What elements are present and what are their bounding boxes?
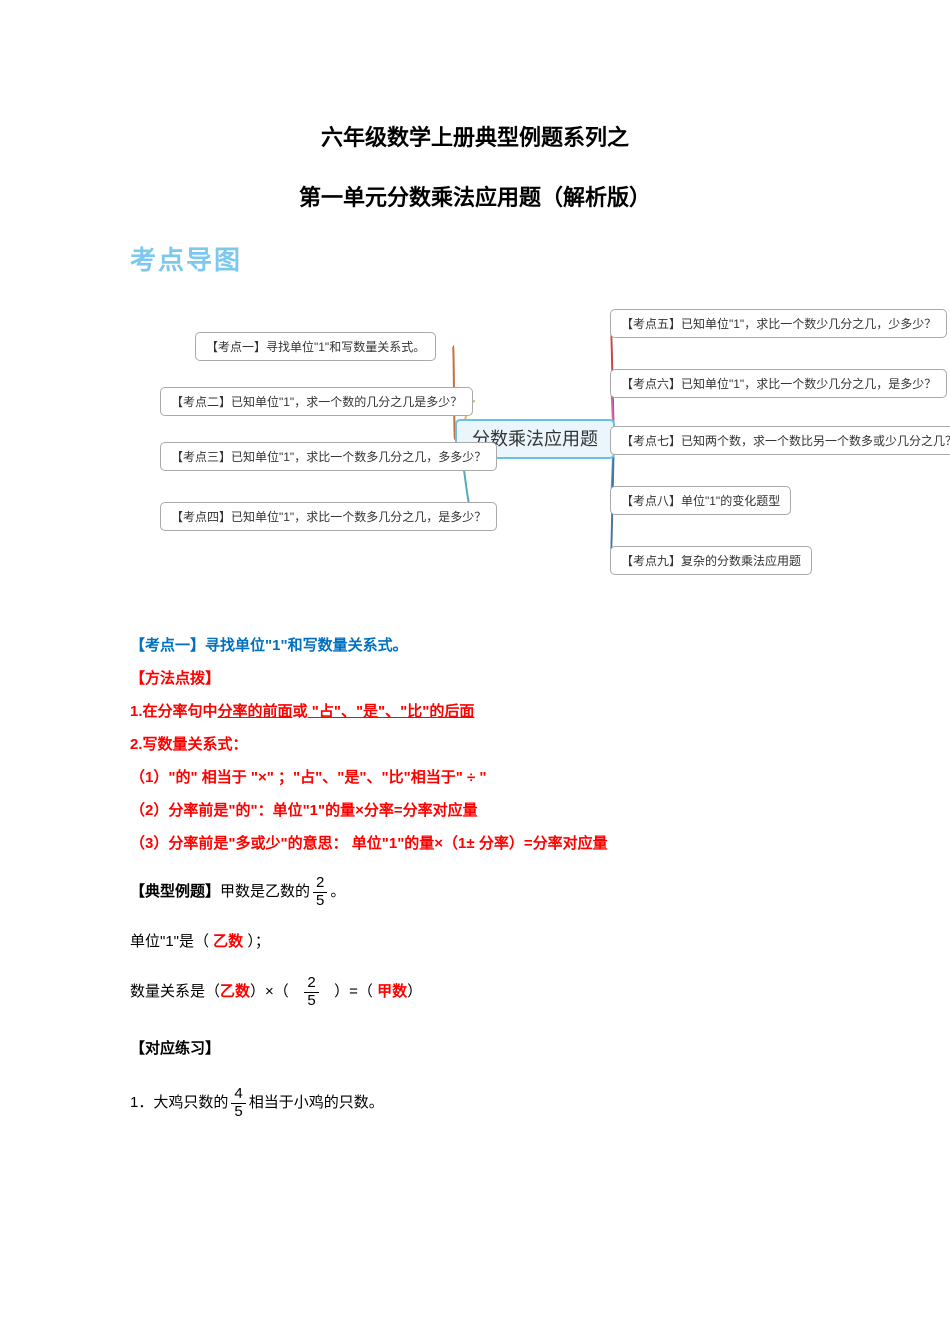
rel-frac-num: 2: [304, 975, 318, 993]
doc-title-1: 六年级数学上册典型例题系列之: [130, 120, 820, 152]
method-line2: 2.写数量关系式：: [130, 728, 820, 761]
rel-c: ）=（: [334, 983, 373, 1000]
mindmap-left-node: 【考点一】寻找单位"1"和写数量关系式。: [195, 332, 436, 361]
mindmap-right-node: 【考点七】已知两个数，求一个数比另一个数多或少几分之几？: [610, 426, 950, 455]
q1-a: 大鸡只数的: [153, 1094, 228, 1111]
rel-frac-den: 5: [304, 993, 318, 1010]
method-line4: （2）分率前是"的"：单位"1"的量×分率=分率对应量: [130, 794, 820, 827]
frac-den: 5: [313, 893, 327, 910]
content-body: 【考点一】寻找单位"1"和写数量关系式。 【方法点拨】 1.在分率句中分率的前面…: [130, 629, 820, 1121]
mindmap-right-node: 【考点八】单位"1"的变化题型: [610, 486, 791, 515]
method-line5: （3）分率前是"多或少"的意思： 单位"1"的量×（1± 分率）=分率对应量: [130, 827, 820, 860]
q1-num: 1．: [130, 1094, 153, 1111]
line5-a: （3）分率前是"多或少"的意思： 单位"1"的量×（1: [130, 835, 466, 852]
example-text-b: 。: [330, 883, 345, 900]
method-label: 【方法点拨】: [130, 662, 820, 695]
frac-num: 2: [313, 875, 327, 893]
unit-row: 单位"1"是（ 乙数 ）；: [130, 924, 820, 960]
kp1-title: 【考点一】寻找单位"1"和写数量关系式。: [130, 629, 820, 662]
mindmap-right-node: 【考点六】已知单位"1"，求比一个数少几分之几，是多少？: [610, 369, 947, 398]
doc-title-2: 第一单元分数乘法应用题（解析版）: [130, 180, 820, 212]
rel-b: ）×（: [250, 983, 289, 1000]
method-line3: （1）"的" 相当于 "×" ；"占"、"是"、"比"相当于" ÷ ": [130, 761, 820, 794]
example-statement: 【典型例题】甲数是乙数的25。: [130, 874, 820, 910]
practice-q1: 1．大鸡只数的45相当于小鸡的只数。: [130, 1085, 820, 1121]
line1-u2: "占"、"是"、"比"的后面: [308, 703, 475, 720]
q1-frac-num: 4: [231, 1086, 245, 1104]
mindmap-right-node: 【考点五】已知单位"1"，求比一个数少几分之几，少多少？: [610, 309, 947, 338]
q1-b: 相当于小鸡的只数。: [249, 1094, 384, 1111]
practice-label: 【对应练习】: [130, 1032, 820, 1065]
rel-fraction: 25: [304, 975, 318, 1009]
mindmap-left-node: 【考点三】已知单位"1"，求比一个数多几分之几，多多少？: [160, 442, 497, 471]
q1-fraction: 45: [231, 1086, 245, 1120]
rel-ans2: 甲数: [373, 983, 407, 1000]
line5-b: 分率）=分率对应量: [479, 835, 608, 852]
mindmap-container: 分数乘法应用题 【考点一】寻找单位"1"和写数量关系式。【考点二】已知单位"1"…: [120, 289, 940, 599]
unit-answer: 乙数: [209, 933, 247, 950]
q1-frac-den: 5: [231, 1104, 245, 1121]
section-header-mindmap: 考点导图: [130, 240, 820, 277]
unit-after: ）；: [247, 933, 270, 950]
rel-d: ）: [407, 983, 422, 1000]
rel-ans1: 乙数: [220, 983, 250, 1000]
line1-pre: 1.在分率句中: [130, 703, 218, 720]
mindmap-right-node: 【考点九】复杂的分数乘法应用题: [610, 546, 812, 575]
pm-sign: ±: [466, 835, 474, 852]
line1-mid: 或: [293, 703, 308, 720]
example-fraction: 25: [313, 875, 327, 909]
relation-row: 数量关系是（乙数）×（ 25 ）=（ 甲数）: [130, 974, 820, 1010]
mindmap-left-node: 【考点二】已知单位"1"，求一个数的几分之几是多少？: [160, 387, 473, 416]
example-text-a: 甲数是乙数的: [220, 883, 310, 900]
line1-u1: 分率的前面: [218, 703, 293, 720]
example-label: 【典型例题】: [130, 883, 220, 900]
method-line1: 1.在分率句中分率的前面或 "占"、"是"、"比"的后面: [130, 695, 820, 728]
mindmap-left-node: 【考点四】已知单位"1"，求比一个数多几分之几，是多少？: [160, 502, 497, 531]
unit-label: 单位"1"是（: [130, 933, 209, 950]
rel-a: 数量关系是（: [130, 983, 220, 1000]
